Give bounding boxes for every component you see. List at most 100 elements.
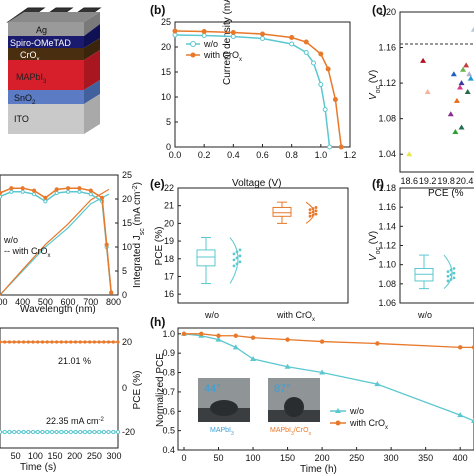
g-pce-point xyxy=(102,340,106,344)
ito-side xyxy=(84,94,100,134)
h-point xyxy=(319,339,325,344)
legend-with-marker xyxy=(190,52,196,58)
inset-2-angle: 87° xyxy=(274,383,291,395)
legend-d-wo: w/o xyxy=(3,235,18,245)
c-point xyxy=(464,89,471,94)
panel-e-box: (e) 16 17 18 19 20 21 22 PCE (%) w/o with CrOx xyxy=(150,177,349,323)
d-rtick-label: 0 xyxy=(122,290,127,300)
spiro-side xyxy=(84,24,100,48)
e-ytick-label: 17 xyxy=(164,271,174,281)
g-jsc-point xyxy=(40,429,45,435)
d-point xyxy=(43,199,48,204)
b-xtick-label: 0.0 xyxy=(169,150,182,160)
d-point xyxy=(88,188,93,193)
ag-top xyxy=(8,12,100,22)
panel-b-series xyxy=(172,28,344,150)
e-dot xyxy=(314,209,318,213)
b-xtick-label: 0.2 xyxy=(198,150,211,160)
g-jsc-point xyxy=(59,429,64,435)
b-ytick-label: 15 xyxy=(161,67,171,77)
panel-b-x-ticks: 0.0 0.2 0.4 0.6 0.8 1.0 1.2 xyxy=(169,144,356,160)
e-dot xyxy=(232,264,236,268)
f-dot xyxy=(452,271,456,275)
panel-f-boxes xyxy=(414,254,456,290)
e-dot xyxy=(311,210,315,214)
d-point xyxy=(104,242,109,247)
d-point xyxy=(77,186,82,191)
f-dot xyxy=(452,267,456,270)
g-pce-point xyxy=(50,340,54,344)
inset-1-angle: 44° xyxy=(204,383,221,395)
inset-1-label: MAPbI3 xyxy=(210,427,234,437)
g-pce-point xyxy=(0,340,2,344)
legend-with-label: with CrOx xyxy=(203,50,242,63)
g-jsc-point xyxy=(111,429,116,435)
g-jsc-point xyxy=(35,429,40,435)
d-xtick-label: 700 xyxy=(83,297,98,307)
d-xtick-label: 500 xyxy=(38,297,53,307)
h-point xyxy=(457,345,463,350)
g-xtick-label: 100 xyxy=(28,451,43,461)
b-point xyxy=(322,107,328,112)
d-point xyxy=(54,187,59,192)
d-point xyxy=(88,192,93,197)
h-point xyxy=(284,363,291,369)
panel-f-letter: (f) xyxy=(372,177,384,191)
e-ytick-label: 21 xyxy=(164,201,174,211)
g-jsc-point xyxy=(30,429,36,435)
c-point xyxy=(466,71,473,77)
d-point xyxy=(109,290,114,295)
b-point xyxy=(338,144,344,150)
inset-1-droplet xyxy=(210,400,238,416)
f-ytick-label: 1.08 xyxy=(378,279,396,289)
h-ytick-label: 1.0 xyxy=(162,329,175,339)
h-ytick-label: 0.9 xyxy=(162,348,175,358)
b-point xyxy=(325,66,331,72)
c-point xyxy=(458,80,465,86)
h-series-line xyxy=(184,333,474,349)
e-dot xyxy=(232,258,236,262)
panel-h-legend: w/o with CrOx xyxy=(330,406,388,431)
b-ytick-label: 0 xyxy=(166,142,171,152)
panel-h-y-ticks: 0.4 0.5 0.6 0.7 0.8 0.9 1.0 xyxy=(162,329,181,455)
c-point xyxy=(452,129,459,134)
f-dot xyxy=(446,270,450,274)
panel-d-xlabel: Wavelength (nm) xyxy=(20,304,96,315)
layer-label-ag: Ag xyxy=(36,25,47,35)
g-xtick-label: 250 xyxy=(87,451,102,461)
panel-e-frame xyxy=(177,187,349,304)
g-pce-point xyxy=(55,340,59,344)
panel-g-frame xyxy=(0,327,119,449)
e-dot xyxy=(308,211,312,215)
panel-c-scatter: (c) 1.04 1.08 1.12 1.16 1.20 18.6 19.2 19.8 20.… xyxy=(368,3,474,199)
panel-e-ylabel: PCE (%) xyxy=(154,227,165,266)
c-point xyxy=(406,151,413,157)
g-xtick-label: 200 xyxy=(67,451,82,461)
g-pce-point xyxy=(12,340,16,344)
h-point xyxy=(215,336,222,342)
g-jsc-point xyxy=(12,429,17,435)
f-dot xyxy=(452,276,456,280)
g-pce-point xyxy=(36,340,40,344)
legend-h-wo-marker xyxy=(335,408,341,413)
panel-f-ylabel: Voc (V) xyxy=(368,231,382,261)
panel-h-stability: (h) 0.4 0.5 0.6 0.7 0.8 0.9 1.0 0 50 100 150 200 25… xyxy=(150,315,474,474)
h-xtick-label: 100 xyxy=(246,453,261,463)
g-jsc-point xyxy=(63,429,69,435)
f-dot xyxy=(449,273,453,277)
b-point xyxy=(289,41,295,47)
d-rtick-label: 10 xyxy=(122,242,132,252)
e-dot xyxy=(314,212,318,216)
panel-h-letter: (h) xyxy=(150,315,165,329)
g-rtick-label: 20 xyxy=(122,337,132,347)
legend-d-with: -- with CrOx xyxy=(4,246,51,259)
d-point xyxy=(0,190,3,196)
h-point xyxy=(285,337,290,342)
panel-g-xlabel: Time (s) xyxy=(20,462,56,473)
g-pce-point xyxy=(106,340,111,344)
g-jsc-point xyxy=(45,429,50,435)
e-ytick-label: 22 xyxy=(164,183,174,193)
g-pce-point xyxy=(31,340,35,344)
g-jsc-point xyxy=(101,429,106,435)
